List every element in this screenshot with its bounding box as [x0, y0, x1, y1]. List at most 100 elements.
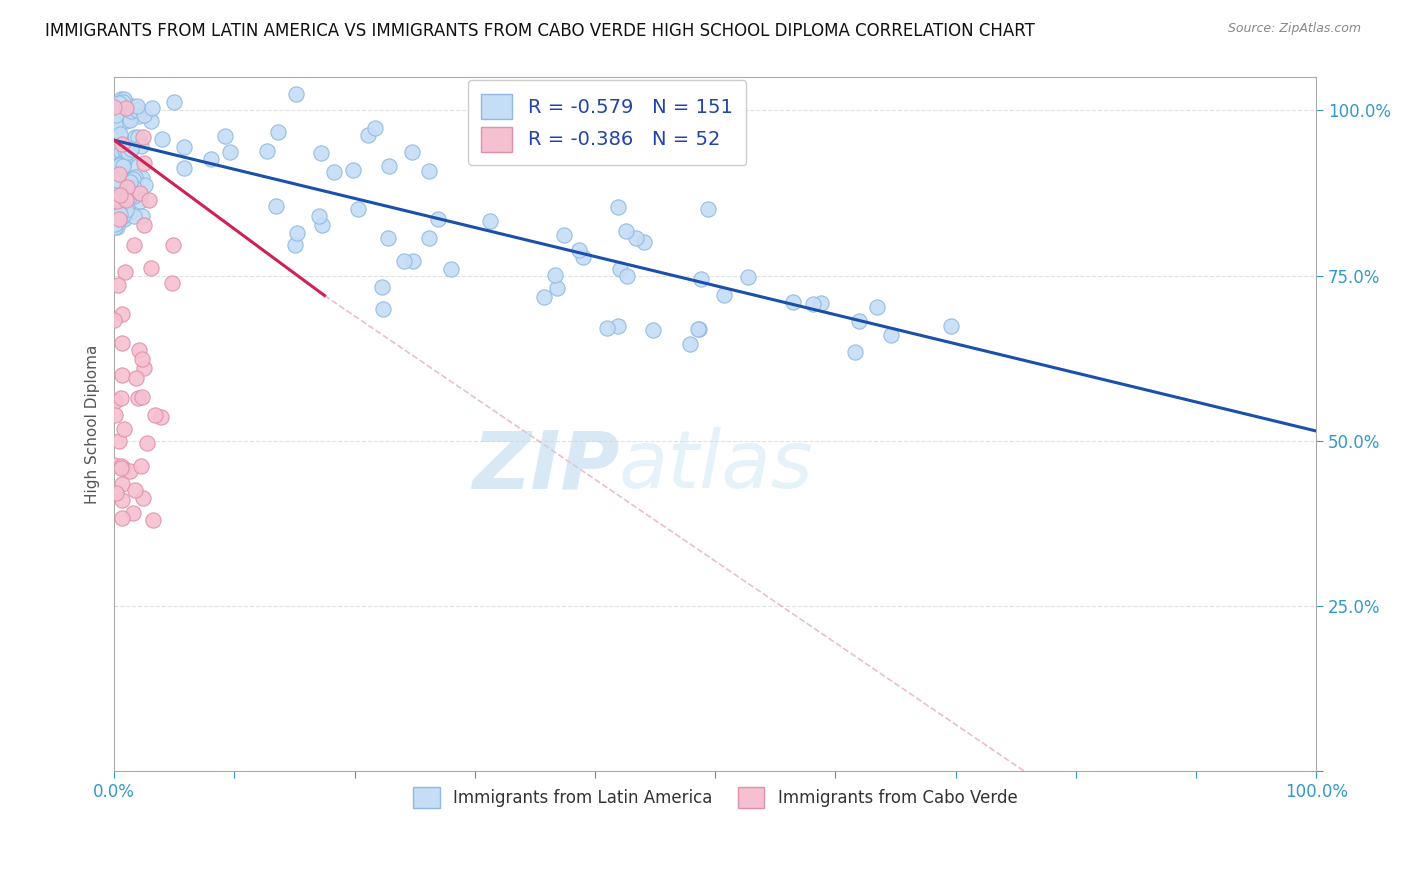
Point: [614, 224, 637, 238]
Point: [107, 278, 129, 293]
Point: [134, 178, 156, 192]
Point: [478, 214, 501, 228]
Point: [111, 153, 134, 167]
Point: [108, 157, 131, 171]
Point: [418, 163, 440, 178]
Point: [122, 238, 145, 252]
Point: [125, 99, 148, 113]
Point: [128, 343, 150, 357]
Point: [142, 513, 165, 527]
Point: [127, 392, 149, 406]
Point: [810, 295, 832, 310]
Point: [609, 262, 631, 277]
Point: [125, 103, 148, 117]
Point: [108, 211, 131, 226]
Point: [801, 297, 824, 311]
Point: [110, 145, 132, 160]
Point: [267, 125, 290, 139]
Point: [131, 139, 153, 153]
Point: [607, 200, 630, 214]
Point: [607, 319, 630, 334]
Point: [104, 217, 127, 231]
Point: [111, 307, 134, 321]
Point: [129, 186, 152, 200]
Point: [120, 142, 142, 156]
Point: [112, 211, 135, 226]
Point: [323, 165, 346, 179]
Point: [124, 483, 146, 497]
Point: [120, 174, 142, 188]
Point: [553, 227, 575, 242]
Point: [309, 146, 332, 161]
Point: [696, 202, 718, 217]
Y-axis label: High School Diploma: High School Diploma: [86, 344, 100, 504]
Point: [104, 153, 127, 168]
Point: [122, 209, 145, 223]
Point: [713, 287, 735, 301]
Point: [129, 194, 152, 208]
Point: [626, 231, 648, 245]
Point: [377, 230, 399, 244]
Point: [131, 210, 153, 224]
Point: [115, 201, 138, 215]
Point: [256, 144, 278, 158]
Point: [111, 160, 134, 174]
Point: [110, 137, 132, 152]
Point: [103, 100, 125, 114]
Text: atlas: atlas: [619, 427, 814, 505]
Point: [427, 212, 450, 227]
Point: [141, 114, 163, 128]
Point: [115, 174, 138, 188]
Point: [114, 202, 136, 217]
Point: [120, 113, 142, 128]
Text: Source: ZipAtlas.com: Source: ZipAtlas.com: [1227, 22, 1361, 36]
Point: [371, 280, 394, 294]
Point: [124, 170, 146, 185]
Point: [112, 189, 135, 203]
Point: [107, 168, 129, 182]
Point: [122, 189, 145, 203]
Point: [418, 231, 440, 245]
Point: [107, 195, 129, 210]
Point: [111, 210, 134, 224]
Point: [114, 193, 136, 207]
Point: [879, 328, 901, 343]
Point: [440, 262, 463, 277]
Point: [115, 148, 138, 162]
Point: [110, 96, 132, 111]
Point: [132, 156, 155, 170]
Point: [596, 321, 619, 335]
Point: [214, 128, 236, 143]
Point: [641, 323, 664, 337]
Point: [107, 119, 129, 133]
Point: [118, 175, 141, 189]
Point: [108, 174, 131, 188]
Point: [285, 226, 308, 240]
Point: [104, 408, 127, 422]
Point: [108, 158, 131, 172]
Point: [124, 173, 146, 187]
Point: [131, 130, 153, 145]
Point: [110, 460, 132, 475]
Point: [105, 136, 128, 151]
Point: [111, 460, 134, 475]
Point: [110, 476, 132, 491]
Point: [110, 212, 132, 227]
Point: [105, 194, 128, 209]
Legend: Immigrants from Latin America, Immigrants from Cabo Verde: Immigrants from Latin America, Immigrant…: [406, 780, 1024, 815]
Point: [118, 147, 141, 161]
Point: [108, 95, 131, 110]
Point: [138, 193, 160, 207]
Point: [131, 352, 153, 367]
Point: [118, 189, 141, 203]
Point: [104, 108, 127, 122]
Point: [131, 171, 153, 186]
Point: [110, 127, 132, 141]
Point: [108, 205, 131, 219]
Point: [686, 322, 709, 336]
Point: [373, 302, 395, 317]
Point: [149, 410, 172, 425]
Point: [110, 391, 132, 405]
Point: [111, 335, 134, 350]
Point: [571, 250, 593, 264]
